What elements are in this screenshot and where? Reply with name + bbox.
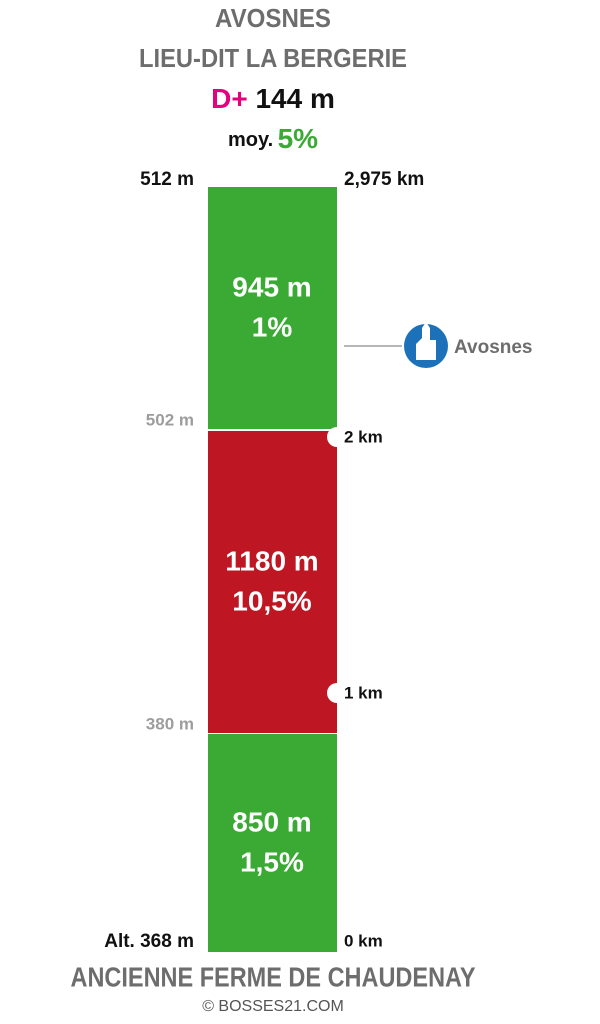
segment bbox=[208, 187, 337, 429]
altitude-label: Alt. 368 m bbox=[104, 931, 194, 952]
poi-label: Avosnes bbox=[454, 337, 533, 358]
segment-length: 850 m bbox=[232, 806, 311, 837]
altitude-label: 380 m bbox=[146, 714, 194, 733]
km-notch bbox=[327, 427, 347, 447]
segment-grade: 10,5% bbox=[232, 585, 311, 616]
start-name: ANCIENNE FERME DE CHAUDENAY bbox=[71, 961, 476, 992]
distance-label: 1 km bbox=[344, 683, 383, 702]
altitude-label: 502 m bbox=[146, 410, 194, 429]
avg-line: moy. 5% bbox=[228, 123, 318, 154]
poi-icon bbox=[404, 322, 448, 368]
segment bbox=[208, 734, 337, 952]
credit: © BOSSES21.COM bbox=[202, 998, 344, 1015]
segment bbox=[208, 431, 337, 733]
segment-length: 945 m bbox=[232, 271, 311, 302]
distance-label: 0 km bbox=[344, 931, 383, 950]
gain-value: 144 m bbox=[255, 83, 334, 114]
segments: 945 m 1% 1180 m 10,5% 850 m 1,5% bbox=[208, 187, 337, 952]
title-line1: AVOSNES bbox=[215, 3, 331, 33]
avg-value: 5% bbox=[278, 123, 319, 154]
avg-label: moy. bbox=[228, 129, 273, 151]
title-line2: LIEU-DIT LA BERGERIE bbox=[139, 43, 407, 73]
gain-label: D+ bbox=[211, 83, 248, 114]
segment-length: 1180 m bbox=[225, 545, 318, 576]
altitude-label: 512 m bbox=[140, 169, 194, 190]
distance-label: 2 km bbox=[344, 427, 383, 446]
segment-grade: 1% bbox=[252, 311, 293, 342]
segment-grade: 1,5% bbox=[240, 846, 304, 877]
km-notch bbox=[327, 683, 347, 703]
gain-line: D+ 144 m bbox=[211, 83, 335, 114]
distance-label: 2,975 km bbox=[344, 169, 424, 190]
